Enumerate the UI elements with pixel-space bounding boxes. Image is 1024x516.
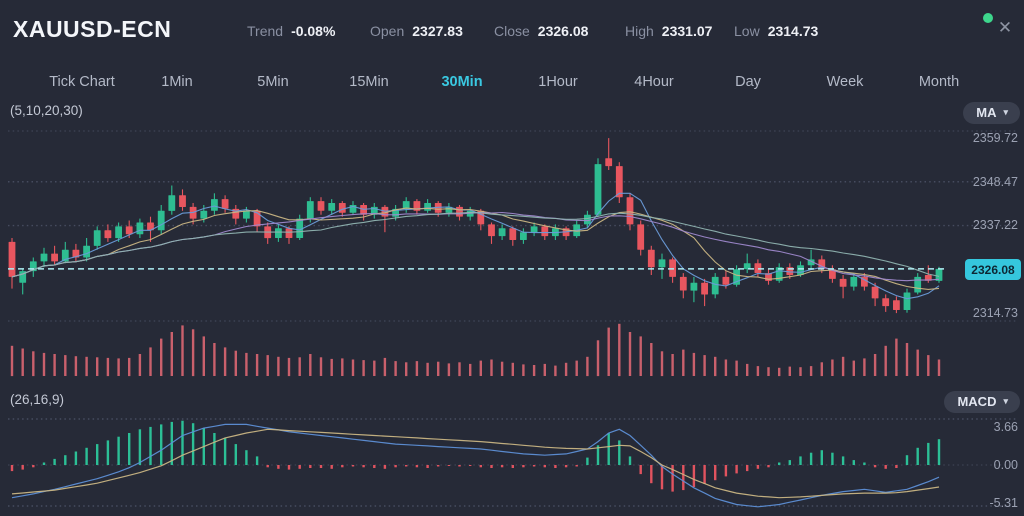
price-axis-label: 2314.73 — [972, 306, 1018, 320]
stat-trend: Trend -0.08% — [247, 23, 336, 39]
tab-tick-chart[interactable]: Tick Chart — [45, 72, 119, 92]
ma-params-label: (5,10,20,30) — [10, 103, 83, 118]
tab-day[interactable]: Day — [731, 72, 765, 92]
ma-indicator-dropdown[interactable]: MA ▾ — [963, 102, 1020, 124]
stat-low: Low 2314.73 — [734, 23, 819, 39]
connection-status-dot — [983, 13, 993, 23]
price-axis-label: 2348.47 — [972, 175, 1018, 189]
tab-15min[interactable]: 15Min — [345, 72, 393, 92]
tab-month[interactable]: Month — [915, 72, 963, 92]
close-icon[interactable]: ✕ — [994, 17, 1016, 39]
tab-30min[interactable]: 30Min — [437, 72, 486, 92]
current-price-tag: 2326.08 — [965, 259, 1021, 280]
chevron-down-icon: ▾ — [1003, 396, 1008, 406]
tab-1min[interactable]: 1Min — [157, 72, 196, 92]
symbol-title: XAUUSD-ECN — [13, 16, 172, 42]
chevron-down-icon: ▾ — [1003, 107, 1008, 117]
stat-close: Close 2326.08 — [494, 23, 589, 39]
tab-1hour[interactable]: 1Hour — [534, 72, 582, 92]
tab-4hour[interactable]: 4Hour — [630, 72, 678, 92]
stat-open: Open 2327.83 — [370, 23, 463, 39]
macd-params-label: (26,16,9) — [10, 392, 65, 407]
macd-axis-label: -5.31 — [989, 496, 1019, 510]
price-axis-label: 2337.22 — [972, 218, 1018, 232]
price-axis-label: 2359.72 — [972, 131, 1018, 145]
tab-5min[interactable]: 5Min — [253, 72, 292, 92]
tab-week[interactable]: Week — [823, 72, 868, 92]
macd-indicator-dropdown[interactable]: MACD ▾ — [944, 391, 1020, 413]
macd-axis-label: 3.66 — [993, 420, 1018, 434]
macd-axis-label: 0.00 — [993, 458, 1018, 472]
stat-high: High 2331.07 — [625, 23, 713, 39]
